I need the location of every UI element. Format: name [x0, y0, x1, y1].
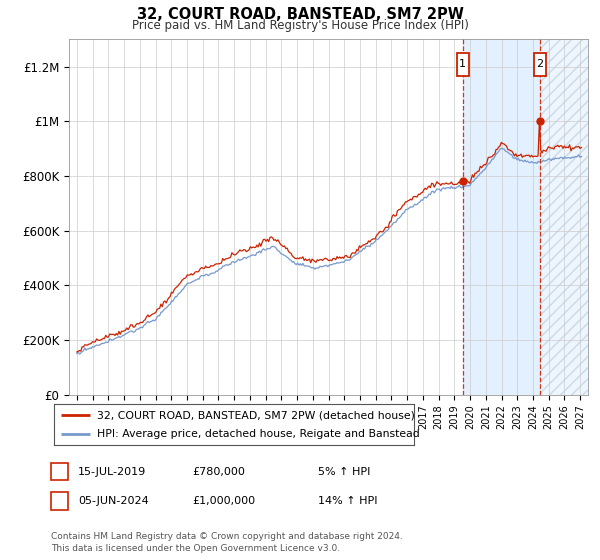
Text: Contains HM Land Registry data © Crown copyright and database right 2024.
This d: Contains HM Land Registry data © Crown c…: [51, 532, 403, 553]
FancyBboxPatch shape: [534, 53, 545, 76]
Text: 5% ↑ HPI: 5% ↑ HPI: [318, 466, 370, 477]
Text: 15-JUL-2019: 15-JUL-2019: [78, 466, 146, 477]
Bar: [540, 39, 588, 395]
Text: 2: 2: [536, 59, 543, 69]
Text: £1,000,000: £1,000,000: [192, 496, 255, 506]
Bar: [463, 39, 540, 395]
Text: 1: 1: [56, 466, 63, 477]
Text: 05-JUN-2024: 05-JUN-2024: [78, 496, 149, 506]
Text: 32, COURT ROAD, BANSTEAD, SM7 2PW: 32, COURT ROAD, BANSTEAD, SM7 2PW: [137, 7, 463, 22]
FancyBboxPatch shape: [457, 53, 469, 76]
Text: 2: 2: [56, 496, 63, 506]
Text: 14% ↑ HPI: 14% ↑ HPI: [318, 496, 377, 506]
Text: 1: 1: [460, 59, 466, 69]
Text: 32, COURT ROAD, BANSTEAD, SM7 2PW (detached house): 32, COURT ROAD, BANSTEAD, SM7 2PW (detac…: [97, 410, 415, 421]
Text: Price paid vs. HM Land Registry's House Price Index (HPI): Price paid vs. HM Land Registry's House …: [131, 19, 469, 32]
Text: £780,000: £780,000: [192, 466, 245, 477]
Text: HPI: Average price, detached house, Reigate and Banstead: HPI: Average price, detached house, Reig…: [97, 429, 420, 439]
